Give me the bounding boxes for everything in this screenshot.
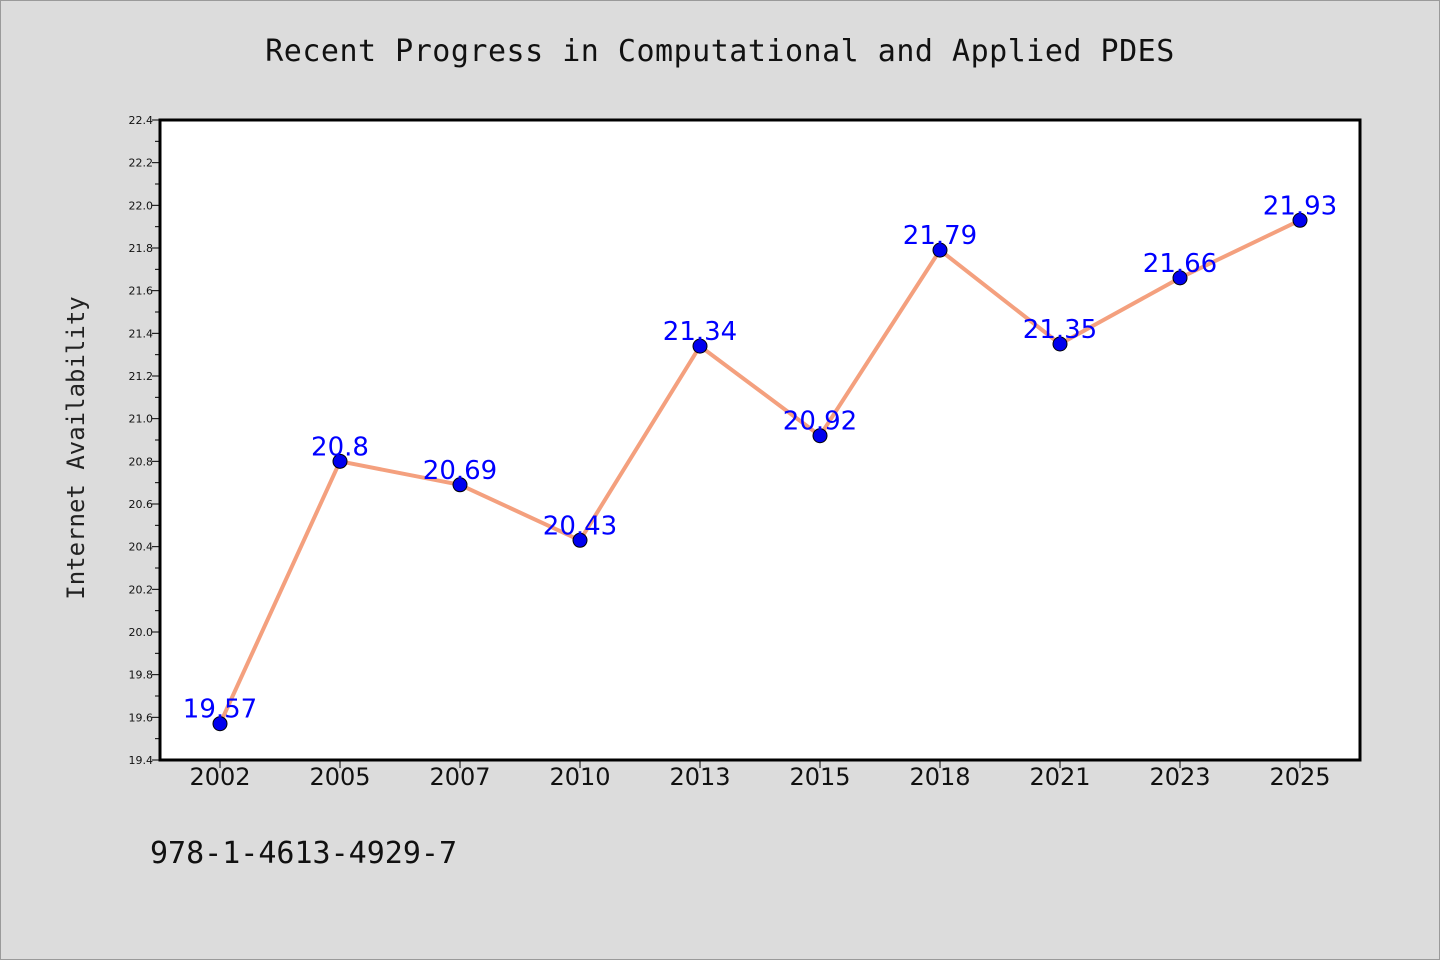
x-tick-label: 2023: [1149, 763, 1210, 791]
data-point: [572, 532, 588, 548]
data-point: [1172, 270, 1188, 286]
x-tick-label: 2015: [789, 763, 850, 791]
data-label: 20.92: [783, 407, 857, 437]
data-point: [1292, 212, 1308, 228]
data-label: 20.43: [543, 511, 617, 541]
y-tick-label: 19.4: [129, 754, 154, 767]
x-tick-label: 2018: [909, 763, 970, 791]
x-tick-label: 2007: [429, 763, 490, 791]
data-label: 21.93: [1263, 191, 1337, 221]
data-point: [932, 242, 948, 258]
x-tick-label: 2013: [669, 763, 730, 791]
plot-area: [158, 118, 1362, 762]
data-point: [812, 428, 828, 444]
data-label: 21.66: [1143, 249, 1217, 279]
data-label: 21.79: [903, 221, 977, 251]
y-tick-label: 19.8: [129, 669, 154, 682]
x-tick-label: 2025: [1269, 763, 1330, 791]
x-tick-label: 2002: [189, 763, 250, 791]
data-label: 21.35: [1023, 315, 1097, 345]
y-tick-label: 22.2: [129, 157, 154, 170]
y-tick-label: 21.8: [129, 242, 154, 255]
data-label: 20.69: [423, 456, 497, 486]
data-point: [692, 338, 708, 354]
y-tick-label: 20.2: [129, 583, 154, 596]
x-tick-label: 2010: [549, 763, 610, 791]
y-tick-label: 19.6: [129, 711, 154, 724]
isbn-text: 978-1-4613-4929-7: [150, 836, 458, 871]
data-label: 19.57: [183, 695, 257, 725]
series-line: [218, 218, 1302, 726]
y-tick-label: 21.2: [129, 370, 154, 383]
data-label: 20.8: [311, 432, 369, 462]
x-tick-label: 2005: [309, 763, 370, 791]
data-point: [452, 477, 468, 493]
y-tick-label: 21.4: [129, 327, 154, 340]
data-point: [212, 716, 228, 732]
chart-title: Recent Progress in Computational and App…: [265, 34, 1175, 69]
y-tick-label: 20.8: [129, 455, 154, 468]
y-tick-label: 20.0: [129, 626, 154, 639]
y-tick-label: 22.4: [129, 114, 154, 127]
data-point: [332, 453, 348, 469]
data-point: [1052, 336, 1068, 352]
y-tick-label: 22.0: [129, 199, 154, 212]
y-tick-label: 20.6: [129, 498, 154, 511]
x-tick-label: 2021: [1029, 763, 1090, 791]
y-tick-label: 21.0: [129, 413, 154, 426]
y-tick-label: 21.6: [129, 285, 154, 298]
data-label: 21.34: [663, 317, 737, 347]
y-tick-label: 20.4: [129, 541, 154, 554]
